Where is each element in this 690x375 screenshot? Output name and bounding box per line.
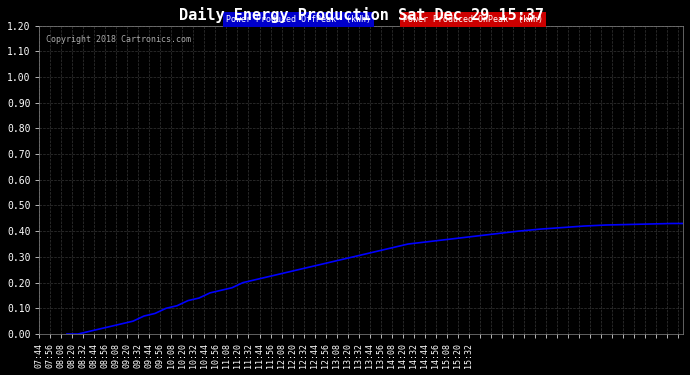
Text: Power Produced OnPeak  (kWh): Power Produced OnPeak (kWh): [403, 15, 543, 24]
Title: Daily Energy Production Sat Dec 29 15:37: Daily Energy Production Sat Dec 29 15:37: [179, 7, 544, 23]
Text: Power Produced OffPeak  (kWh): Power Produced OffPeak (kWh): [226, 15, 371, 24]
Text: Copyright 2018 Cartronics.com: Copyright 2018 Cartronics.com: [46, 35, 191, 44]
